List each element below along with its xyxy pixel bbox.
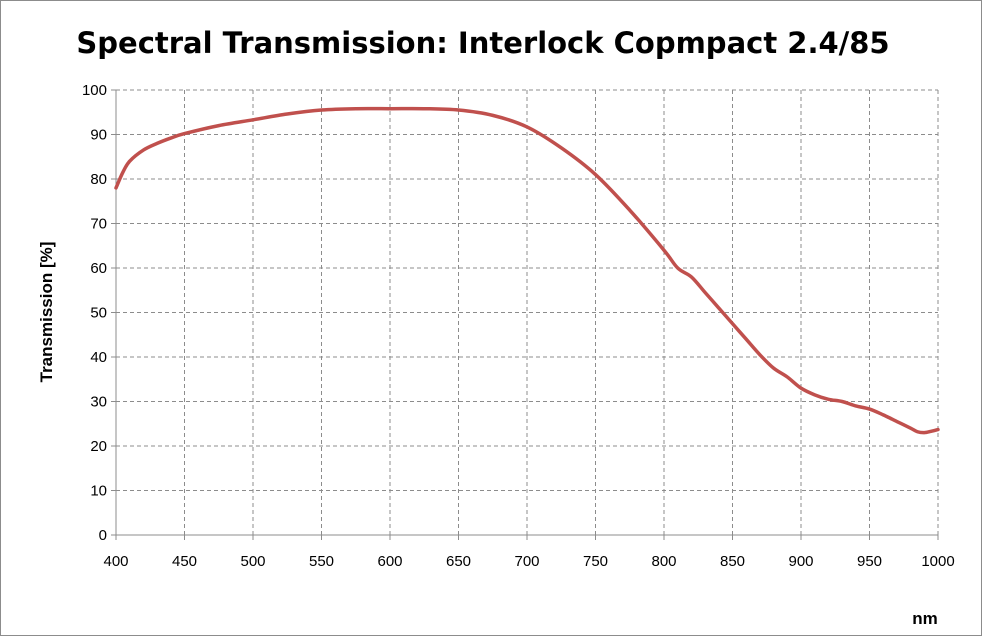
x-tick-label-400: 400 (103, 553, 128, 570)
x-tick-label-850: 850 (720, 553, 745, 570)
y-tick-label-40: 40 (90, 349, 107, 366)
tick-labels: 0 10 20 30 40 50 60 70 80 90 100 400 450 500 550 600 650… (82, 82, 955, 570)
x-axis-label: nm (912, 609, 938, 628)
x-tick-label-650: 650 (446, 553, 471, 570)
y-tick-label-20: 20 (90, 438, 107, 455)
y-tick-label-30: 30 (90, 394, 107, 411)
y-tick-label-70: 70 (90, 216, 107, 233)
y-tick-label-80: 80 (90, 171, 107, 188)
y-tick-label-100: 100 (82, 82, 107, 99)
y-tick-label-0: 0 (99, 527, 107, 544)
x-tick-label-750: 750 (583, 553, 608, 570)
y-tick-label-10: 10 (90, 483, 107, 500)
series-layer (114, 106, 940, 435)
x-tick-label-450: 450 (172, 553, 197, 570)
plot-axes (111, 89, 939, 540)
chart-title: Spectral Transmission: Interlock Copmpac… (76, 26, 889, 60)
y-tick-label-60: 60 (90, 260, 107, 277)
y-tick-label-90: 90 (90, 127, 107, 144)
x-tick-label-500: 500 (240, 553, 265, 570)
y-tick-label-50: 50 (90, 305, 107, 322)
x-tick-label-900: 900 (788, 553, 813, 570)
x-tick-label-700: 700 (514, 553, 539, 570)
x-tick-label-950: 950 (857, 553, 882, 570)
x-tick-label-600: 600 (377, 553, 402, 570)
y-axis-label: Transmission [%] (37, 242, 56, 383)
x-tick-label-800: 800 (651, 553, 676, 570)
x-tick-label-550: 550 (309, 553, 334, 570)
grid-lines (116, 89, 939, 535)
series-line-0 (114, 106, 940, 435)
x-tick-label-1000: 1000 (921, 553, 954, 570)
